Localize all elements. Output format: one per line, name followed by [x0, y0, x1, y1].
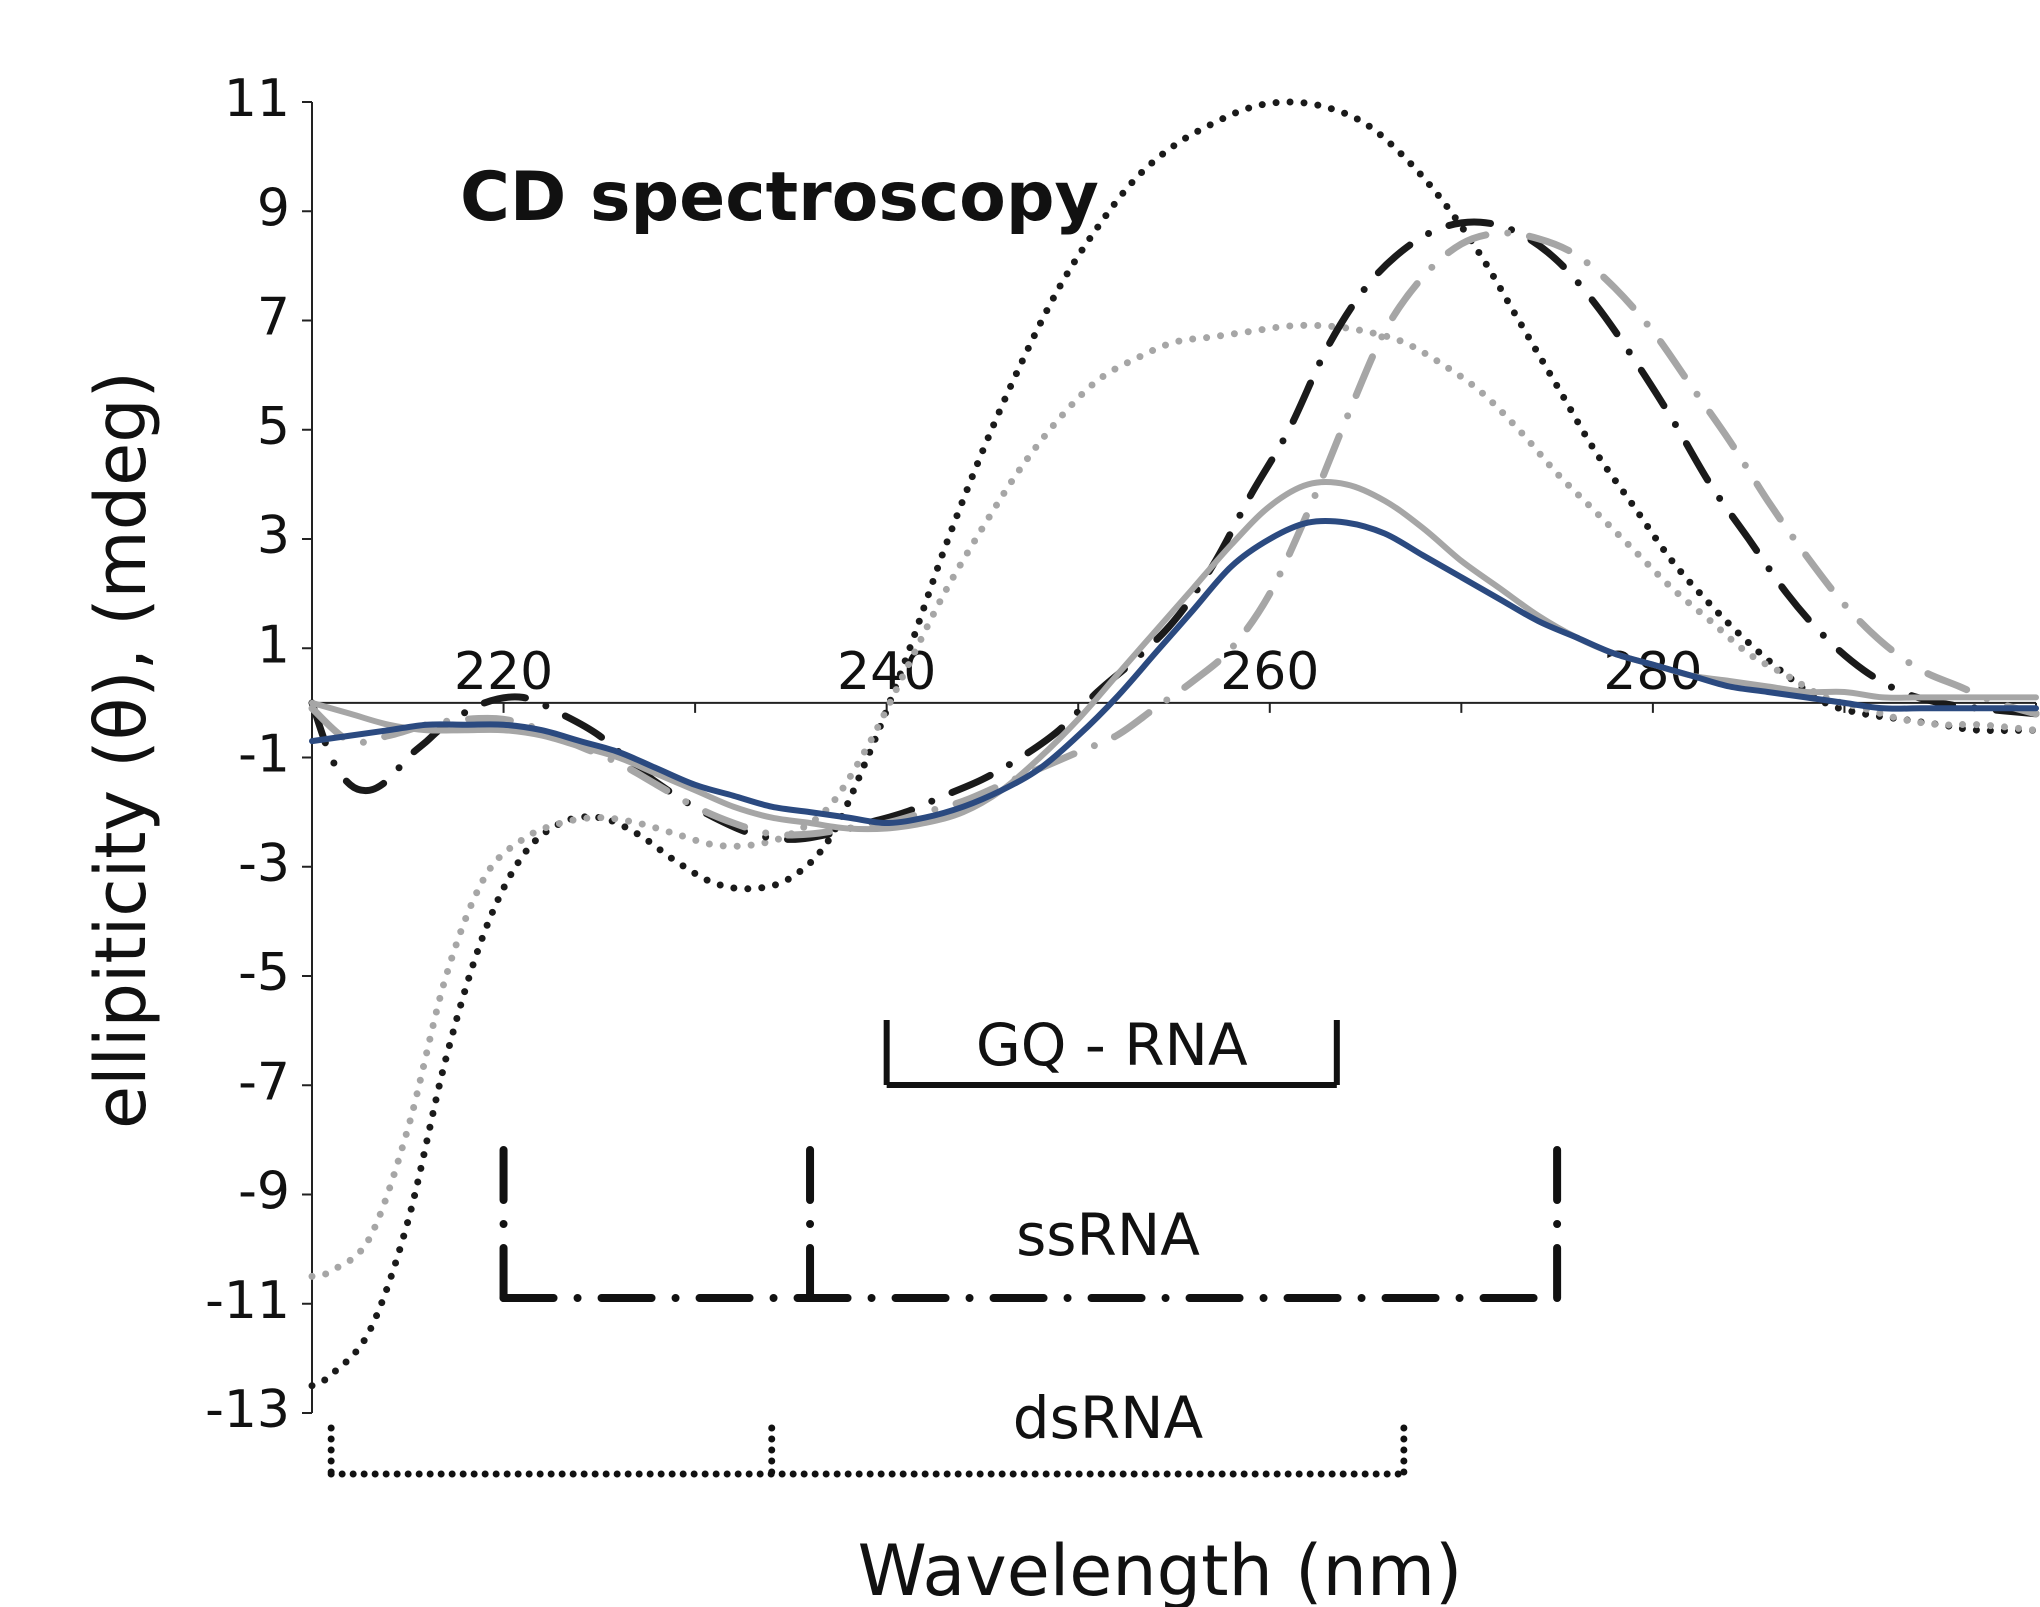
y-axis-title: ellipiticity (θ), (mdeg) — [80, 371, 162, 1129]
series-line-dotted-2 — [308, 321, 2040, 1280]
series-line-dashdot-4 — [308, 229, 2040, 839]
series-line-dotted-1 — [308, 98, 2040, 1390]
y-tick-label: -5 — [238, 943, 290, 1003]
y-tick-label: 5 — [257, 397, 290, 457]
chart-title: CD spectroscopy — [460, 158, 1099, 237]
legend-label-dotted: dsRNA — [1013, 1384, 1204, 1452]
x-axis-title: Wavelength (nm) — [858, 1530, 1463, 1607]
x-tick-label: 260 — [1220, 642, 1319, 702]
y-tick-label: -9 — [238, 1162, 290, 1222]
y-tick-label: -7 — [238, 1052, 290, 1112]
legend-label-solid: GQ - RNA — [976, 1011, 1248, 1079]
y-tick-label: -1 — [238, 725, 290, 785]
legend-label-dashdot: ssRNA — [1016, 1201, 1200, 1269]
series-line-solid-6 — [309, 517, 2039, 826]
series-layer — [308, 98, 2040, 1390]
legend-layer: GQ - RNA ssRNA dsRNA — [327, 1011, 1562, 1478]
y-tick-label: 1 — [257, 615, 290, 675]
y-tick-label: 7 — [257, 288, 290, 348]
y-tick-label: 3 — [257, 506, 290, 566]
y-tick-label: -13 — [205, 1380, 290, 1440]
x-tick-label: 240 — [837, 642, 936, 702]
y-tick-label: 11 — [224, 69, 290, 129]
y-tick-label: -11 — [205, 1271, 290, 1331]
y-tick-label: -3 — [238, 834, 290, 894]
y-tick-label: 9 — [257, 178, 290, 238]
x-tick-label: 220 — [454, 642, 553, 702]
series-line-solid-5 — [309, 478, 2039, 833]
